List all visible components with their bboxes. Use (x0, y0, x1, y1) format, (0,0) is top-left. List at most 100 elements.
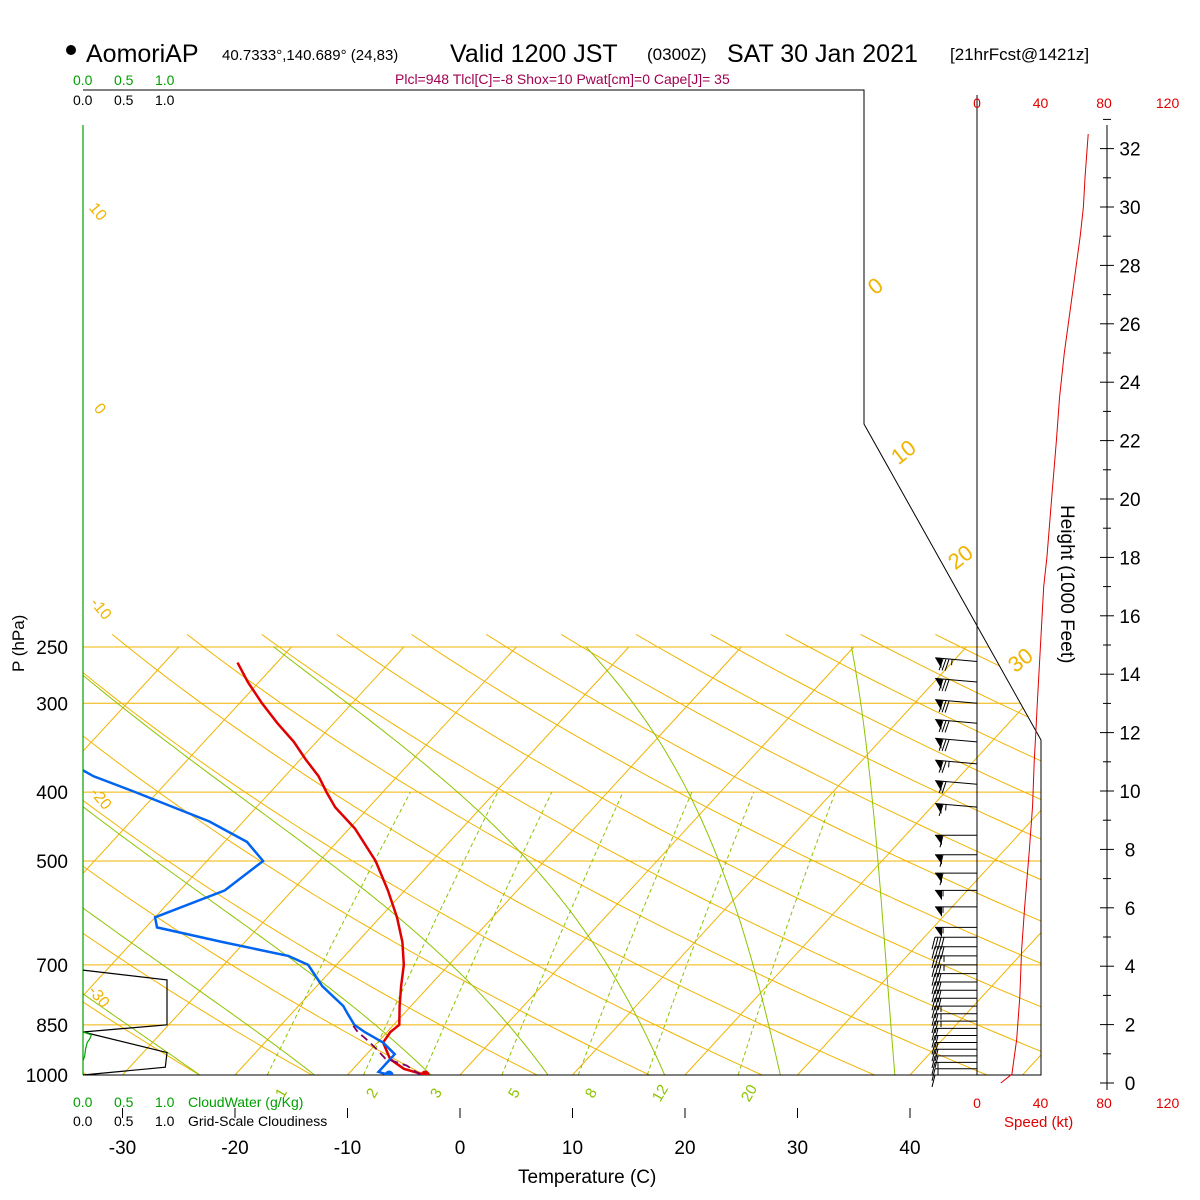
cloud-scale-bottom-black-2: 1.0 (155, 1113, 175, 1129)
height-tick-10: 10 (1119, 782, 1140, 803)
pressure-axis-title: P (hPa) (9, 615, 28, 672)
wind-barb (935, 657, 978, 671)
dry-adiabat-250 (83, 634, 226, 1075)
temperature-tick-0: 0 (455, 1138, 466, 1159)
dewpoint-line (83, 661, 397, 1075)
wind-barb (931, 989, 977, 1003)
dry-adiabat-330 (261, 633, 1041, 1075)
station-name: AomoriAP (86, 40, 199, 68)
sounding-curves (83, 661, 430, 1075)
isotherm--50 (83, 646, 292, 1075)
wind-barb (931, 981, 977, 995)
isotherm-40 (909, 646, 1041, 1075)
wind-barb (931, 964, 977, 978)
valid-time: Valid 1200 JST (450, 40, 618, 68)
moist-adiabat-40 (851, 646, 897, 1075)
height-tick-26: 26 (1119, 315, 1140, 336)
wind-barb (931, 1035, 977, 1048)
dry-adiabat-410 (860, 633, 1041, 1075)
height-tick-24: 24 (1119, 373, 1141, 394)
dry-adiabat-label-20: 20 (943, 540, 978, 575)
isotherm-10 (572, 646, 967, 1075)
height-tick-6: 6 (1125, 899, 1136, 920)
wind-barb (935, 759, 978, 773)
cloud-scale-bottom-green-0: 0.0 (73, 1094, 93, 1110)
temperature-line (236, 662, 426, 1075)
isotherm-50 (1022, 646, 1041, 1075)
valid-zulu: (0300Z) (647, 45, 707, 64)
mixing-ratio-label-12: 12 (649, 1082, 672, 1105)
height-tick-16: 16 (1119, 607, 1140, 628)
height-axis-title: Height (1000 Feet) (1056, 505, 1077, 663)
temperature-axis-title: Temperature (C) (518, 1167, 656, 1188)
wind-barb (935, 677, 978, 692)
wind-barb (931, 946, 977, 959)
cloud-scale-top-green-0: 0.0 (73, 72, 93, 88)
temperature-tick-10: 10 (562, 1138, 583, 1159)
height-tick-8: 8 (1125, 840, 1136, 861)
mixing-ratio-label-2: 2 (363, 1085, 382, 1101)
height-tick-30: 30 (1119, 198, 1140, 219)
wind-barb (931, 997, 977, 1011)
dry-adiabat-290 (83, 634, 682, 1075)
isotherm--40 (83, 646, 405, 1075)
wind-barb (931, 1020, 977, 1034)
moist-adiabat--20 (83, 646, 222, 1075)
wind-barbs (931, 95, 978, 1088)
speed-tick-bottom-40: 40 (1033, 1095, 1049, 1111)
moist-adiabat-20 (273, 646, 672, 1075)
dry-adiabat-430 (1009, 633, 1041, 1075)
wind-barb (935, 906, 977, 917)
height-tick-18: 18 (1119, 548, 1140, 569)
mixing-ratio-label-5: 5 (505, 1085, 524, 1101)
valid-date: SAT 30 Jan 2021 (727, 40, 918, 68)
mixing-ratio-12 (646, 791, 755, 1075)
speed-tick-bottom-80: 80 (1096, 1095, 1112, 1111)
dry-adiabat-280 (83, 634, 568, 1075)
temperature-tick-30: 30 (787, 1138, 808, 1159)
height-tick-28: 28 (1119, 256, 1140, 277)
dry-adiabat-450 (1160, 634, 1200, 1090)
parcel-line (352, 1025, 422, 1075)
isotherm--20 (234, 646, 630, 1075)
cloud-scale-top-green-2: 1.0 (155, 72, 175, 88)
speed-tick-top-120: 120 (1156, 95, 1180, 111)
mixing-ratio-2 (363, 791, 499, 1075)
station-marker-icon (66, 45, 76, 55)
cloud-scale-bottom-green-2: 1.0 (155, 1094, 175, 1110)
temperature-tick-40: 40 (899, 1138, 920, 1159)
speed-tick-top-40: 40 (1033, 95, 1049, 111)
cloudwater-legend: CloudWater (g/Kg) (188, 1094, 303, 1110)
wind-barb (931, 1005, 977, 1019)
mixing-ratio-5 (501, 791, 624, 1075)
dry-adiabat-label-0: 0 (863, 272, 888, 299)
isotherm--60 (83, 646, 180, 1075)
dry-adiabat-320 (186, 634, 1024, 1075)
wind-barb (931, 1074, 977, 1088)
isotherm-label-10: 10 (85, 200, 110, 225)
dry-adiabat-360 (486, 633, 1041, 1075)
cloudwater-line (82, 1031, 93, 1061)
wind-barb (931, 1027, 977, 1041)
cloud-scale-top-black-2: 1.0 (155, 92, 175, 108)
dry-adiabat-310 (111, 634, 910, 1075)
cloud-scale-top-black-1: 0.5 (114, 92, 134, 108)
wind-barb (931, 936, 977, 950)
isotherm-label--20: -20 (87, 785, 115, 814)
pressure-tick-250: 250 (36, 638, 68, 659)
pressure-tick-400: 400 (36, 783, 68, 804)
height-tick-0: 0 (1125, 1074, 1136, 1095)
temperature-tick--20: -20 (221, 1138, 248, 1159)
temperature-tick-20: 20 (674, 1138, 695, 1159)
moist-adiabat-10 (83, 646, 560, 1075)
wind-barb (935, 872, 977, 886)
cloud-scale-top-green-1: 0.5 (114, 72, 134, 88)
height-tick-2: 2 (1125, 1016, 1136, 1037)
moist-adiabat-0 (83, 646, 447, 1075)
isotherm-label-0: 0 (90, 400, 109, 418)
isotherm-30 (797, 646, 1041, 1075)
wind-barb (935, 834, 977, 848)
